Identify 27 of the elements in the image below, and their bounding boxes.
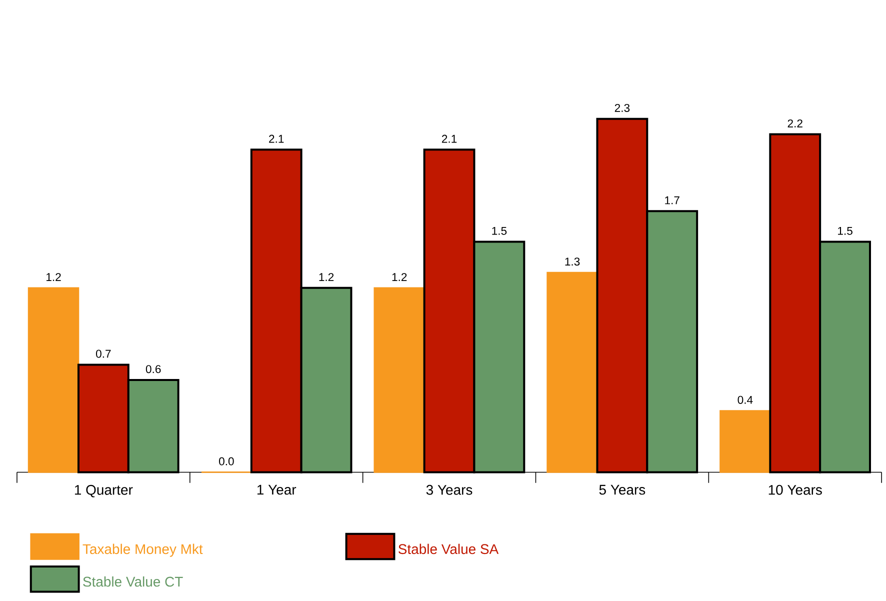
legend-label: Taxable Money Mkt	[82, 544, 203, 557]
x-tick-label: 5 Years	[599, 484, 646, 495]
data-label: 2.2	[788, 119, 802, 128]
data-label: 1.3	[565, 258, 580, 266]
legend-label: Stable Value SA	[398, 544, 499, 554]
data-label: 0.7	[96, 350, 111, 358]
legend-label: Stable Value CT	[83, 576, 183, 587]
data-label: 1.2	[392, 273, 407, 281]
data-label: 2.1	[442, 134, 457, 143]
x-tick-label: 10 Years	[768, 484, 822, 495]
x-tick-label: 3 Years	[426, 484, 472, 495]
bar	[546, 272, 598, 473]
bar	[28, 287, 80, 473]
data-label: 0.4	[738, 396, 753, 404]
data-label: 1.5	[838, 226, 852, 235]
bar	[374, 287, 425, 473]
x-tick-label: 1 Quarter	[74, 484, 133, 498]
data-label: 1.5	[492, 226, 507, 235]
data-label: 1.2	[319, 273, 334, 281]
data-label: 0.0	[219, 457, 234, 466]
data-label: 2.1	[269, 134, 284, 143]
data-label: 1.2	[46, 273, 61, 281]
data-label: 2.3	[614, 104, 630, 112]
data-label: 0.6	[146, 365, 161, 374]
bar	[720, 410, 771, 473]
x-tick-label: 1 Year	[257, 484, 296, 495]
data-label: 1.7	[665, 196, 680, 204]
